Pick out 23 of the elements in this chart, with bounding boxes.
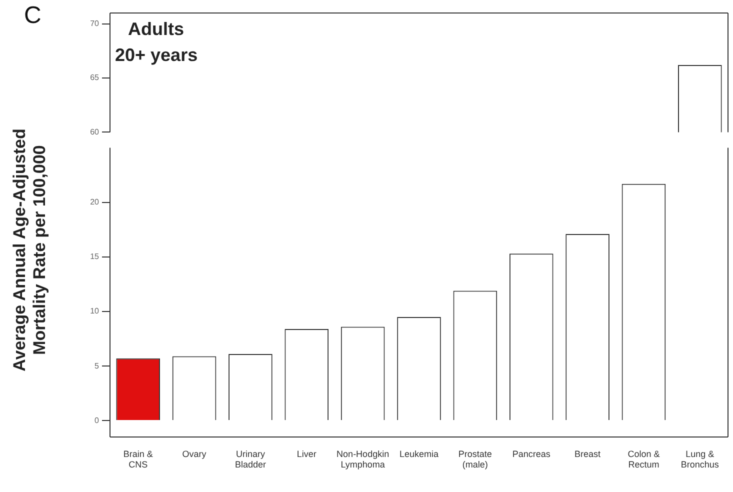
- x-tick-label: Leukemia: [399, 448, 439, 459]
- y-tick-label: 15: [90, 252, 100, 262]
- y-tick-label: 0: [94, 416, 100, 425]
- x-tick-label: Colon & Rectum: [628, 448, 660, 470]
- y-tick-label: 20: [90, 198, 100, 207]
- y-tick-label: 70: [90, 19, 100, 28]
- x-tick-label: Ovary: [182, 448, 207, 459]
- x-tick-label: Lung & Bronchus: [680, 448, 720, 470]
- y-tick-label: 10: [90, 306, 100, 316]
- x-tick-label: Urinary Bladder: [234, 448, 266, 470]
- x-tick-label: Brain & CNS: [123, 448, 153, 470]
- text: 20+ years: [115, 45, 198, 65]
- x-tick-label: Breast: [574, 448, 602, 459]
- x-tick-label: Pancreas: [512, 448, 551, 459]
- chart-title: Adults: [128, 19, 184, 39]
- x-tick-label: Prostate (male): [458, 448, 492, 470]
- x-tick-label: Liver: [296, 448, 316, 459]
- text: C: [24, 2, 42, 30]
- y-tick-label: 65: [90, 73, 100, 82]
- x-tick-label: Non-Hodgkin Lymphoma: [336, 448, 390, 470]
- y-axis-title: Average Annual Age-Adjusted Mortality Rate per 100,000: [10, 128, 50, 374]
- y-tick-label: 5: [94, 361, 100, 370]
- y-tick-label: 60: [90, 127, 100, 136]
